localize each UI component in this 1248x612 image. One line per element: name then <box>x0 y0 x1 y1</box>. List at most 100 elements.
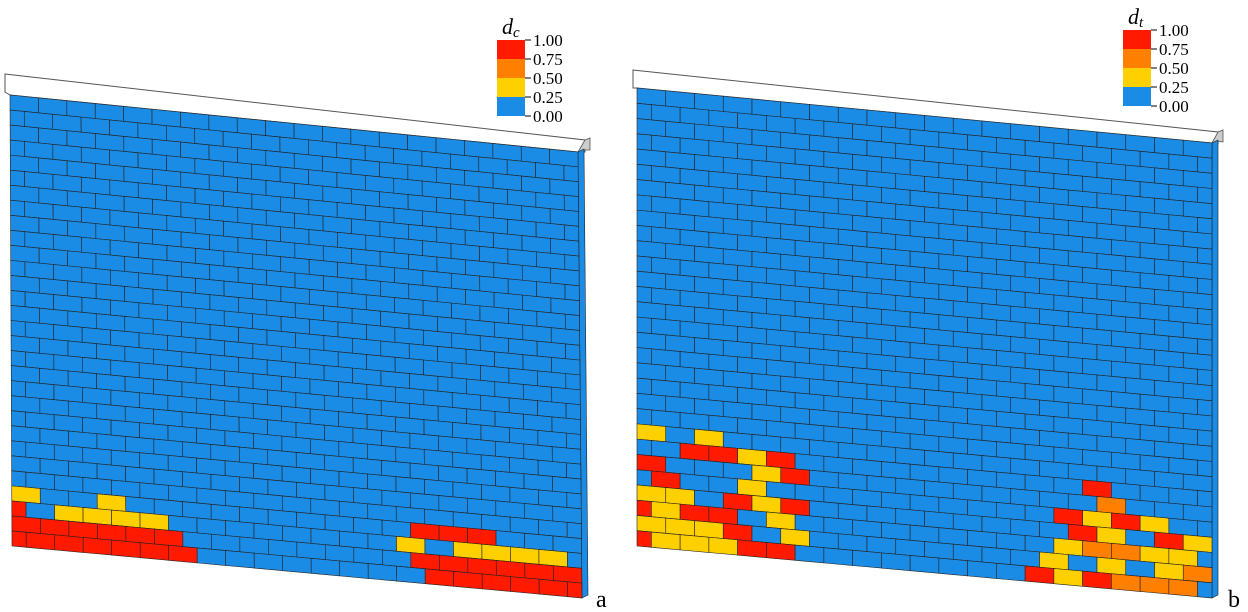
brick <box>823 547 853 566</box>
brick <box>909 189 940 209</box>
legend-swatch <box>1123 87 1151 106</box>
brick <box>68 460 98 480</box>
brick <box>564 254 580 272</box>
brick <box>665 304 695 323</box>
brick <box>95 283 125 302</box>
brick <box>110 329 140 349</box>
brick <box>1096 496 1127 515</box>
brick <box>823 212 853 231</box>
brick <box>309 378 339 397</box>
brick <box>96 433 126 452</box>
brick <box>81 236 111 256</box>
brick <box>1082 236 1112 256</box>
brick <box>967 164 997 184</box>
brick <box>837 289 868 309</box>
brick <box>722 95 753 115</box>
brick <box>196 517 226 536</box>
brick <box>952 361 983 380</box>
brick <box>451 362 481 381</box>
brick <box>967 347 997 366</box>
brick <box>1125 559 1155 578</box>
brick <box>237 267 267 286</box>
brick <box>981 516 1012 535</box>
brick <box>1053 233 1083 253</box>
brick <box>1168 184 1198 203</box>
brick <box>852 306 882 325</box>
brick <box>1024 352 1055 372</box>
brick <box>636 133 652 151</box>
brick <box>766 481 796 500</box>
brick <box>493 321 524 341</box>
brick <box>996 471 1026 491</box>
brick <box>10 229 26 248</box>
brick <box>563 194 579 212</box>
brick <box>636 255 652 273</box>
brick <box>1053 325 1083 344</box>
brick <box>967 134 997 154</box>
brick <box>167 455 198 474</box>
legend-title: dt <box>1128 4 1144 31</box>
brick <box>1096 344 1127 363</box>
brick <box>225 520 255 539</box>
brick <box>280 316 310 335</box>
brick <box>96 463 126 482</box>
brick <box>466 378 496 397</box>
brick <box>481 484 511 503</box>
brick <box>852 489 882 508</box>
brick <box>24 261 54 280</box>
brick <box>636 530 652 548</box>
brick <box>1168 517 1198 537</box>
brick <box>310 528 340 547</box>
brick <box>366 443 397 463</box>
brick <box>1082 266 1112 286</box>
brick <box>751 98 782 118</box>
brick <box>665 151 695 171</box>
brick <box>338 411 368 430</box>
brick <box>924 176 954 195</box>
brick <box>1067 159 1098 178</box>
brick <box>1182 473 1213 493</box>
brick <box>551 416 581 435</box>
brick <box>566 462 582 480</box>
brick <box>751 525 782 545</box>
brick <box>1067 250 1098 270</box>
brick <box>1125 316 1155 336</box>
brick <box>679 534 710 553</box>
brick <box>837 350 868 370</box>
brick <box>523 443 553 462</box>
brick <box>395 506 426 525</box>
brick <box>794 118 825 137</box>
brick <box>138 302 168 321</box>
brick <box>938 131 968 151</box>
brick <box>11 515 41 534</box>
brick <box>837 472 868 491</box>
brick <box>280 346 311 365</box>
brick <box>737 448 767 467</box>
brick <box>837 411 868 431</box>
brick <box>110 299 140 319</box>
brick <box>737 204 767 223</box>
brick <box>866 353 897 372</box>
brick <box>210 474 240 493</box>
brick <box>294 272 324 292</box>
brick <box>1125 286 1155 305</box>
brick <box>168 515 198 534</box>
brick <box>324 544 355 563</box>
brick <box>694 459 724 478</box>
brick <box>10 260 26 278</box>
brick <box>1197 156 1213 174</box>
brick <box>636 301 667 321</box>
brick <box>694 306 724 326</box>
brick <box>780 284 810 303</box>
legend-label: 0.75 <box>533 50 563 69</box>
brick <box>794 514 825 533</box>
brick <box>1182 504 1213 523</box>
brick <box>766 237 796 256</box>
brick <box>209 324 239 343</box>
brick <box>694 123 724 143</box>
brick <box>96 343 126 362</box>
brick <box>466 408 496 427</box>
brick <box>981 242 1012 261</box>
brick <box>751 403 782 423</box>
brick <box>881 369 911 389</box>
